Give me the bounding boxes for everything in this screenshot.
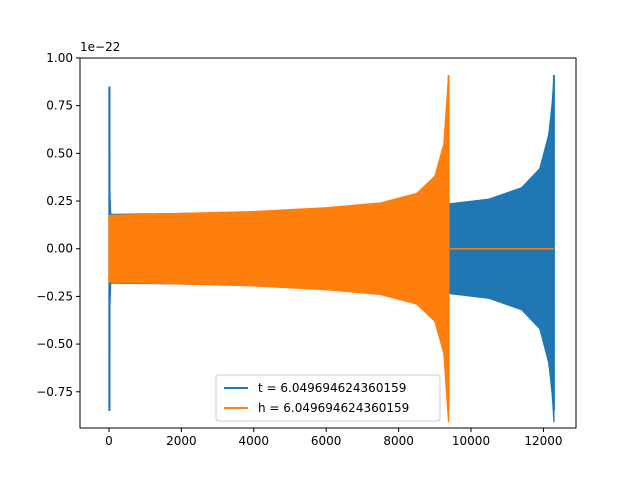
legend-entry: h = 6.049694624360159: [258, 401, 409, 415]
series-2-band: [108, 75, 450, 423]
y-tick-label: 1.00: [46, 51, 73, 65]
y-tick-label: 0.50: [46, 146, 73, 160]
x-tick-label: 8000: [383, 434, 414, 448]
x-axis: 0 2000 4000 6000 8000 10000 12000: [105, 428, 563, 448]
x-tick-label: 10000: [452, 434, 490, 448]
legend-box: [215, 374, 441, 422]
series-2: [108, 75, 554, 423]
y-tick-label: −0.75: [36, 385, 73, 399]
legend-entry: t = 6.049694624360159: [258, 381, 406, 395]
x-tick-label: 0: [105, 434, 113, 448]
y-tick-label: 0.75: [46, 99, 73, 113]
x-tick-label: 2000: [166, 434, 197, 448]
y-offset-label: 1e−22: [80, 40, 120, 54]
legend: t = 6.049694624360159 h = 6.0496946243601…: [215, 374, 441, 422]
y-tick-label: −0.25: [36, 289, 73, 303]
y-tick-label: −0.50: [36, 337, 73, 351]
y-tick-label: 0.00: [46, 242, 73, 256]
x-tick-label: 12000: [524, 434, 562, 448]
y-tick-label: 0.25: [46, 194, 73, 208]
x-tick-label: 4000: [239, 434, 270, 448]
y-axis: −0.75 −0.50 −0.25 0.00 0.25 0.50 0.75 1.00: [36, 51, 80, 399]
plot-frame: [79, 57, 577, 429]
x-tick-label: 6000: [311, 434, 342, 448]
series-layer: [108, 75, 555, 423]
